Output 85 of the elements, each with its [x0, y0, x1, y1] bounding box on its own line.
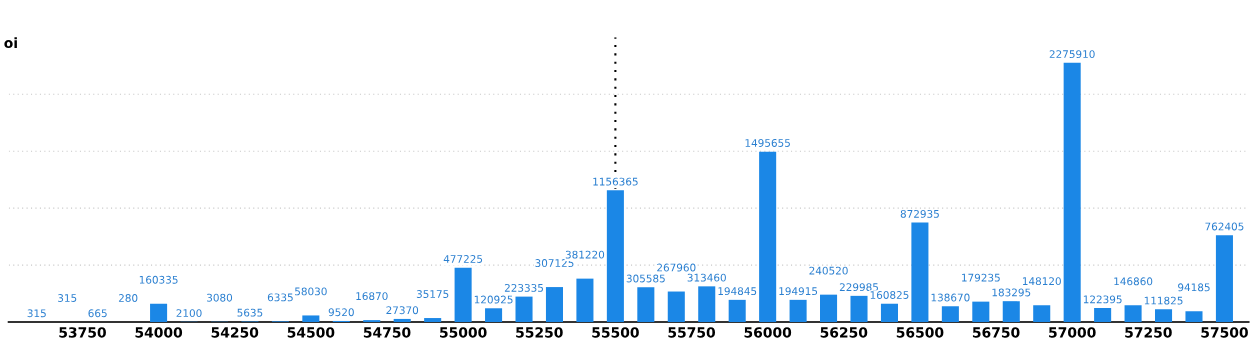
bar	[1063, 62, 1081, 323]
data-label: 5635	[237, 308, 263, 317]
data-label: 315	[58, 294, 77, 302]
bar	[941, 306, 959, 323]
data-label: 2100	[176, 309, 202, 318]
x-tick-label: 55000	[440, 327, 487, 338]
bar	[150, 303, 168, 323]
x-tick-label: 56000	[744, 327, 792, 338]
bar	[728, 299, 746, 323]
data-label: 160825	[870, 291, 909, 299]
bar	[1124, 305, 1142, 323]
data-label: 305585	[626, 274, 665, 283]
x-tick-label: 55250	[516, 327, 563, 338]
x-tick-label: 54250	[211, 327, 259, 338]
bar	[1155, 309, 1173, 323]
bar	[1002, 301, 1020, 323]
data-label: 146860	[1114, 277, 1153, 286]
data-label: 762405	[1205, 222, 1244, 231]
x-tick-label: 53750	[59, 327, 106, 338]
data-label: 58030	[295, 287, 327, 296]
data-label: 872935	[900, 209, 939, 218]
data-label: 94185	[1178, 283, 1210, 292]
data-label: 160335	[139, 275, 178, 284]
bar	[911, 222, 929, 323]
data-label: 122395	[1083, 295, 1122, 304]
x-tick-label: 57500	[1201, 327, 1248, 338]
bar	[424, 318, 442, 323]
data-label: 240520	[809, 266, 848, 275]
data-label: 179235	[962, 273, 1000, 282]
bar	[698, 286, 716, 323]
bar	[972, 301, 990, 323]
bar	[667, 291, 685, 323]
x-tick-label: 55500	[592, 327, 639, 338]
x-tick-label: 55750	[668, 327, 716, 338]
bar	[820, 294, 838, 323]
bar	[545, 287, 563, 323]
x-tick-label: 56250	[820, 327, 868, 338]
bar	[1033, 305, 1051, 323]
data-label: 665	[88, 309, 107, 318]
data-label: 27370	[386, 306, 419, 315]
data-label: 183295	[992, 288, 1031, 297]
data-label: 313460	[687, 273, 726, 282]
x-tick-label: 54750	[363, 327, 411, 338]
x-tick-label: 57000	[1049, 327, 1096, 338]
bar	[880, 303, 898, 323]
data-label: 477225	[443, 255, 483, 263]
bar	[302, 315, 320, 323]
bar	[1185, 311, 1203, 323]
y-axis-title: oi	[4, 37, 17, 49]
data-label: 381220	[565, 250, 605, 259]
data-label: 1495655	[745, 139, 790, 147]
data-label: 120925	[474, 295, 513, 304]
bar	[1215, 235, 1233, 323]
bar	[606, 190, 624, 323]
bar	[637, 287, 655, 323]
x-tick-label: 56500	[896, 327, 944, 338]
x-tick-label: 54500	[287, 327, 335, 338]
data-label: 16870	[356, 292, 388, 301]
x-tick-label: 54000	[135, 327, 183, 338]
data-label: 194845	[718, 287, 757, 296]
data-label: 223335	[504, 283, 543, 292]
data-label: 3080	[207, 293, 233, 302]
data-label: 2275910	[1049, 50, 1095, 59]
bar	[515, 296, 533, 323]
data-label: 9520	[328, 308, 354, 317]
data-label: 148120	[1022, 277, 1061, 286]
bar	[485, 308, 503, 323]
bar	[850, 295, 868, 323]
bar	[576, 278, 594, 323]
bar	[789, 299, 807, 323]
data-label: 1156365	[593, 177, 638, 186]
data-label: 280	[118, 294, 138, 302]
data-label: 35175	[416, 290, 449, 298]
data-label: 315	[27, 309, 46, 318]
x-tick-label: 56750	[972, 327, 1020, 338]
bar	[759, 151, 777, 323]
bar	[393, 318, 411, 323]
data-label: 267960	[657, 263, 696, 272]
data-label: 229985	[839, 283, 878, 292]
data-label: 111825	[1144, 296, 1183, 305]
x-tick-label: 57250	[1125, 327, 1172, 338]
bar	[1094, 308, 1112, 323]
data-label: 6335	[267, 293, 293, 302]
data-label: 138670	[931, 293, 970, 302]
data-label: 194915	[779, 287, 818, 296]
